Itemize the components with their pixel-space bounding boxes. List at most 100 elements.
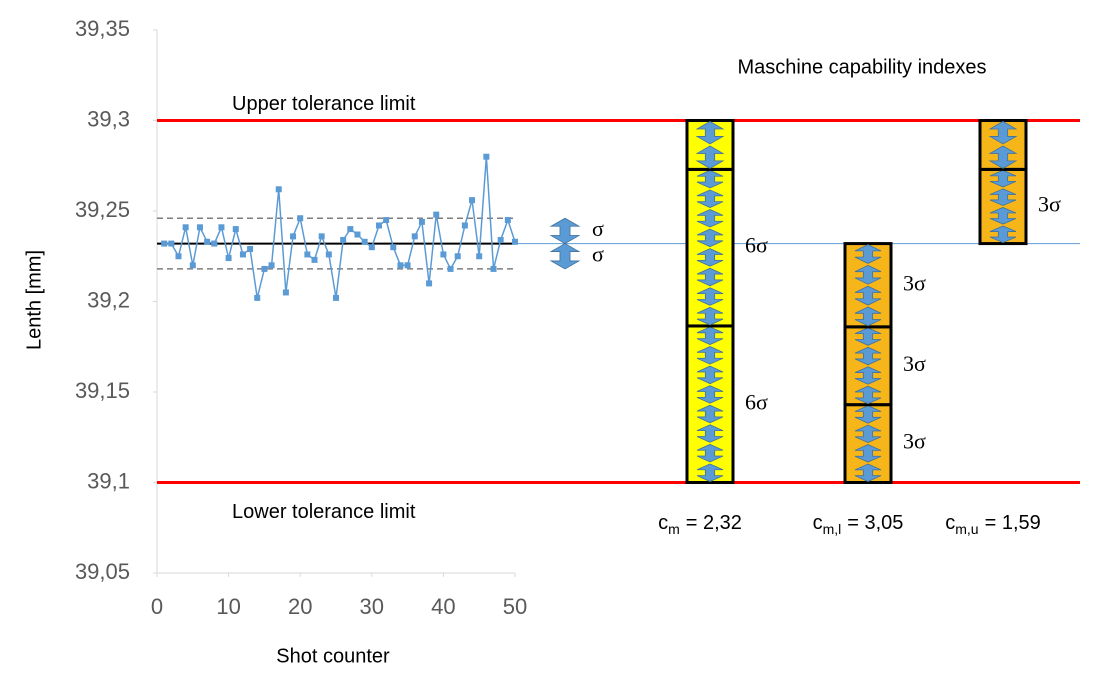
marker bbox=[411, 233, 418, 240]
marker bbox=[354, 231, 361, 238]
capability-arrow bbox=[854, 424, 882, 444]
marker bbox=[268, 262, 275, 269]
marker bbox=[304, 251, 311, 258]
segment-label: 6σ bbox=[745, 233, 768, 258]
marker bbox=[318, 233, 325, 240]
capability-index: cm = 2,32 bbox=[658, 512, 742, 536]
index-symbol: c bbox=[945, 512, 955, 534]
sigma-label: σ bbox=[592, 216, 604, 241]
capability-arrow bbox=[854, 285, 882, 306]
marker bbox=[247, 246, 254, 253]
segment-label: 3σ bbox=[903, 351, 926, 376]
capability-arrow bbox=[696, 346, 724, 365]
marker bbox=[454, 253, 461, 260]
capability-arrow bbox=[695, 145, 725, 169]
y-tick-label: 39,25 bbox=[75, 197, 130, 222]
index-value: = 1,59 bbox=[985, 512, 1041, 534]
marker bbox=[311, 256, 318, 263]
capability-arrow bbox=[696, 326, 724, 345]
marker bbox=[476, 253, 483, 260]
index-subscript: m,l bbox=[823, 521, 842, 537]
marker bbox=[483, 153, 490, 160]
marker bbox=[512, 238, 518, 245]
capability-index: cm,u = 1,59 bbox=[945, 512, 1041, 536]
x-tick-label: 0 bbox=[151, 594, 163, 619]
marker bbox=[297, 215, 304, 222]
y-tick-label: 39,3 bbox=[87, 106, 130, 131]
capability-arrow bbox=[696, 443, 724, 463]
sigma-arrow bbox=[549, 243, 581, 270]
marker bbox=[375, 222, 382, 229]
segment-label: 6σ bbox=[745, 389, 768, 414]
tolerance-label: Upper tolerance limit bbox=[232, 93, 416, 115]
sigma-label: σ bbox=[592, 241, 604, 266]
capability-arrow bbox=[696, 169, 724, 189]
capability-index: cm,l = 3,05 bbox=[813, 512, 904, 536]
segment-label: 3σ bbox=[903, 429, 926, 454]
capability-arrow bbox=[854, 385, 882, 405]
marker bbox=[447, 265, 454, 272]
capability-arrow bbox=[988, 121, 1018, 145]
marker bbox=[461, 222, 468, 229]
marker bbox=[182, 224, 189, 231]
y-tick-label: 39,15 bbox=[75, 378, 130, 403]
capability-arrow bbox=[854, 306, 882, 327]
capability-arrow bbox=[695, 121, 725, 145]
marker bbox=[161, 240, 168, 247]
segment-label: 3σ bbox=[1038, 192, 1061, 217]
marker bbox=[361, 238, 368, 245]
segment-label: 3σ bbox=[903, 270, 926, 295]
capability-arrow bbox=[854, 463, 882, 482]
marker bbox=[383, 217, 390, 224]
capability-arrow bbox=[854, 244, 882, 264]
marker bbox=[254, 294, 261, 301]
capability-arrow bbox=[696, 306, 724, 326]
capability-arrow bbox=[696, 267, 724, 287]
marker bbox=[390, 244, 397, 251]
x-tick-label: 30 bbox=[360, 594, 384, 619]
capability-arrow bbox=[696, 385, 724, 404]
capability-title: Maschine capability indexes bbox=[737, 56, 986, 78]
marker bbox=[469, 197, 476, 204]
capability-arrow bbox=[696, 424, 724, 443]
marker bbox=[218, 224, 225, 231]
x-tick-label: 50 bbox=[503, 594, 527, 619]
capability-arrow bbox=[854, 405, 882, 424]
index-value: = 2,32 bbox=[686, 512, 742, 534]
marker bbox=[347, 226, 354, 233]
capability-arrow bbox=[854, 327, 882, 346]
capability-arrow bbox=[696, 404, 724, 424]
marker bbox=[290, 233, 297, 240]
index-value: = 3,05 bbox=[847, 512, 903, 534]
marker bbox=[504, 217, 511, 224]
capability-arrow bbox=[696, 365, 724, 385]
capability-arrow bbox=[854, 366, 882, 385]
marker bbox=[333, 294, 339, 301]
capability-arrow bbox=[696, 463, 724, 482]
marker bbox=[325, 251, 332, 258]
marker bbox=[282, 289, 289, 296]
marker bbox=[189, 262, 196, 269]
marker bbox=[490, 265, 497, 272]
marker bbox=[440, 251, 447, 258]
marker bbox=[340, 236, 347, 243]
capability-arrow bbox=[989, 225, 1017, 244]
marker bbox=[204, 238, 211, 245]
marker bbox=[196, 224, 203, 231]
y-tick-label: 39,35 bbox=[75, 16, 130, 41]
capability-arrow bbox=[696, 209, 724, 228]
capability-arrow bbox=[989, 207, 1017, 225]
marker bbox=[418, 218, 425, 225]
index-subscript: m bbox=[668, 521, 680, 537]
capability-arrow bbox=[854, 264, 882, 285]
marker bbox=[275, 186, 282, 193]
y-tick-label: 39,1 bbox=[87, 468, 130, 493]
capability-arrow bbox=[989, 188, 1017, 206]
x-axis-label: Shot counter bbox=[276, 645, 390, 667]
capability-arrow bbox=[696, 287, 724, 306]
capability-arrow bbox=[696, 228, 724, 248]
x-tick-label: 40 bbox=[431, 594, 455, 619]
marker bbox=[426, 280, 433, 287]
marker bbox=[404, 262, 411, 269]
